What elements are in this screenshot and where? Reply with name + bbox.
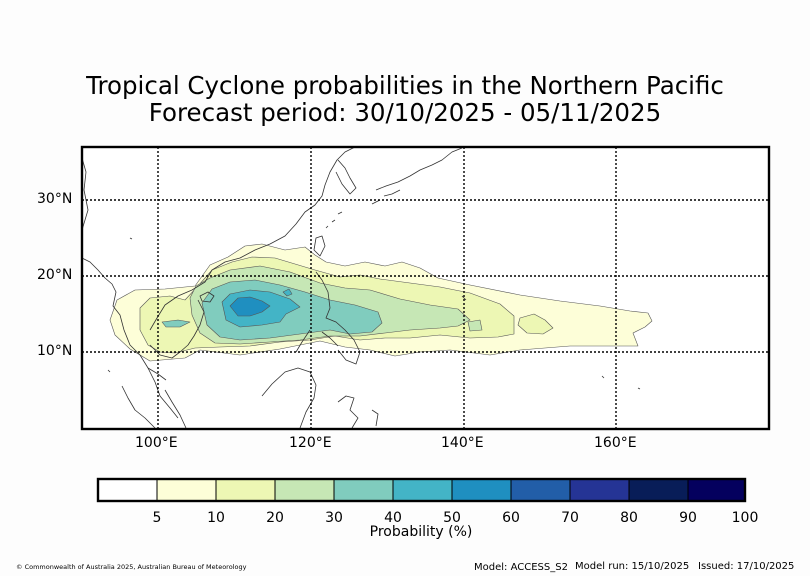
colorbar-tick-label: 50 [443,510,461,526]
colorbar-tick-label: 10 [207,510,225,526]
model-name: Model: ACCESS_S2 [474,562,568,573]
lat-tick-label-10: 10°N [37,343,73,359]
colorbar-swatch-4 [333,478,394,502]
contour-30-40-south-pocket [161,319,191,328]
colorbar-tick-label: 5 [152,510,162,526]
colorbar-swatch-3 [274,478,335,502]
coastline-taiwan [313,235,326,257]
colorbar-tick-label: 60 [502,510,520,526]
chart-title-line1: Tropical Cyclone probabilities in the No… [86,71,724,100]
coastline-sulawesi [337,395,379,429]
coastline-ryukyu-islands [325,211,343,229]
colorbar-swatch-7 [510,478,571,502]
colorbar-swatch-0 [97,478,158,502]
colorbar-frame [96,477,747,503]
contour-10-20-east-blob [517,313,554,335]
lon-tick-label-120: 120°E [289,435,332,451]
colorbar-tick-label: 20 [266,510,284,526]
coastline-indochina [147,299,205,381]
lon-tick-label-160: 160°E [594,435,637,451]
colorbar-tick-label: 100 [731,510,759,526]
colorbar-swatch-10 [687,478,746,502]
colorbar-swatch-6 [451,478,512,502]
coastline-philippines [295,271,361,365]
lon-tick-label-100: 100°E [135,435,178,451]
coastline-borneo [261,367,317,429]
contour-20-30-tail [467,319,483,332]
colorbar-swatch-8 [569,478,630,502]
contour-50-60 [229,296,271,317]
model-run-date: Model run: 15/10/2025 [575,561,690,572]
chart-title-line2: Forecast period: 30/10/2025 - 05/11/2025 [148,98,662,127]
colorbar-tick-label: 80 [620,510,638,526]
contour-40-50-small [282,288,293,297]
colorbar-swatch-5 [392,478,453,502]
lat-tick-label-20: 20°N [37,267,73,283]
colorbar-tick-label: 30 [325,510,343,526]
colorbar-swatch-2 [215,478,276,502]
coastline-small-islands [107,237,641,390]
coastline-korea [335,159,357,195]
issued-date: Issued: 17/10/2025 [698,561,795,572]
colorbar [96,477,747,503]
colorbar-tick-label: 70 [561,510,579,526]
colorbar-swatch-9 [628,478,689,502]
colorbar-tick-label: 90 [679,510,697,526]
colorbar-swatch-1 [156,478,217,502]
map-frame [80,145,771,431]
coastline-malay-peninsula [121,385,187,429]
lat-tick-label-30: 30°N [37,191,73,207]
colorbar-title: Probability (%) [369,524,473,540]
colorbar-tick-label: 40 [384,510,402,526]
lon-tick-label-140: 140°E [441,435,484,451]
coastline-hainan [199,291,215,303]
copyright-notice: © Commonwealth of Australia 2025, Austra… [16,563,247,571]
